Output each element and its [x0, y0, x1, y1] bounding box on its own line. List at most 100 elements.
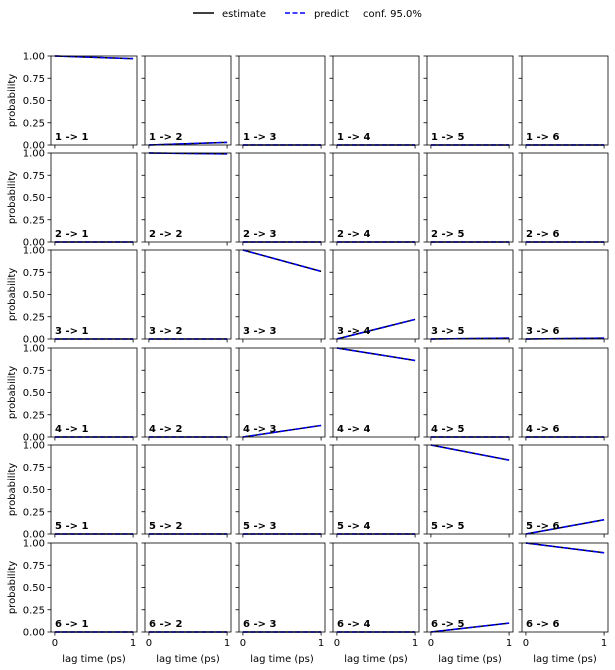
subplot-panel: 4 -> 3 — [235, 347, 326, 441]
panel-label: 6 -> 2 — [149, 619, 182, 630]
y-tick-label: 0.00 — [23, 628, 45, 639]
panel-frame — [144, 542, 232, 633]
panel-label: 4 -> 1 — [55, 424, 88, 435]
subplot-panel: 4 -> 2 — [141, 347, 232, 441]
subplot-panel: 0.00 0.25 0.50 0.75 1.00 1 -> 1 probability — [7, 52, 138, 152]
panel-frame — [238, 249, 326, 340]
legend-label: predict — [314, 9, 349, 20]
subplot-panel: 2 -> 5 — [423, 152, 514, 246]
panel-label: 4 -> 6 — [526, 424, 559, 435]
panel-frame — [238, 347, 326, 438]
y-tick-label: 0.75 — [23, 366, 45, 377]
predict-line — [148, 152, 228, 155]
panel-frame — [332, 55, 420, 146]
y-tick-label: 1.00 — [23, 149, 45, 160]
panel-label: 3 -> 1 — [55, 326, 88, 337]
y-tick-label: 1.00 — [23, 441, 45, 452]
x-tick-label: 0 — [523, 638, 529, 649]
panel-frame — [426, 444, 514, 535]
panel-frame — [426, 347, 514, 438]
panel-label: 1 -> 3 — [243, 132, 276, 143]
panel-label: 3 -> 6 — [526, 326, 559, 337]
panel-frame — [332, 542, 420, 633]
panel-label: 4 -> 5 — [431, 424, 464, 435]
panel-label: 1 -> 6 — [526, 132, 559, 143]
panel-frame — [521, 249, 609, 340]
panel-label: 6 -> 6 — [526, 619, 559, 630]
predict-line — [54, 55, 134, 60]
panel-label: 3 -> 5 — [431, 326, 464, 337]
panel-label: 6 -> 4 — [337, 619, 370, 630]
panel-label: 2 -> 1 — [55, 229, 88, 240]
subplot-panel: 0.00 0.25 0.50 0.75 1.00 0 1 6 -> 1 probability l… — [7, 539, 138, 665]
subplot-panel: 4 -> 4 — [329, 347, 420, 441]
panel-frame — [144, 444, 232, 535]
y-tick-label: 1.00 — [23, 539, 45, 550]
panel-label: 5 -> 6 — [526, 521, 559, 532]
predict-line — [525, 542, 605, 554]
panel-frame — [50, 152, 138, 243]
y-tick-label: 0.25 — [23, 410, 45, 421]
panel-frame — [144, 55, 232, 146]
y-tick-label: 0.00 — [23, 530, 45, 541]
subplot-panel: 1 -> 6 — [518, 55, 609, 149]
y-axis-label: probability — [7, 366, 18, 419]
panel-frame — [144, 152, 232, 243]
panel-frame — [521, 55, 609, 146]
panel-label: 4 -> 2 — [149, 424, 182, 435]
subplot-panel: 2 -> 6 — [518, 152, 609, 246]
predict-line — [336, 347, 416, 362]
panel-label: 6 -> 1 — [55, 619, 88, 630]
y-tick-label: 1.00 — [23, 246, 45, 257]
panel-frame — [426, 542, 514, 633]
y-tick-label: 0.75 — [23, 268, 45, 279]
subplot-panel: 1 -> 2 — [141, 55, 232, 149]
panel-frame — [144, 347, 232, 438]
panel-frame — [50, 542, 138, 633]
subplot-panel: 5 -> 6 — [518, 444, 609, 538]
subplot-panel: 1 -> 3 — [235, 55, 326, 149]
x-axis-label: lag time (ps) — [156, 654, 220, 665]
subplot-panel: 2 -> 2 — [141, 152, 232, 246]
y-tick-label: 0.25 — [23, 605, 45, 616]
legend: estimate predict conf. 95.0% — [193, 9, 422, 20]
panel-frame — [426, 152, 514, 243]
predict-line — [242, 249, 322, 273]
y-tick-label: 0.50 — [23, 96, 45, 107]
legend-label: conf. 95.0% — [363, 9, 422, 20]
subplot-panel: 5 -> 5 — [423, 444, 514, 538]
predict-line — [525, 519, 605, 535]
x-axis-label: lag time (ps) — [250, 654, 314, 665]
y-tick-label: 0.25 — [23, 507, 45, 518]
panel-label: 2 -> 4 — [337, 229, 370, 240]
x-axis-label: lag time (ps) — [62, 654, 126, 665]
y-tick-label: 0.75 — [23, 463, 45, 474]
y-tick-label: 0.25 — [23, 215, 45, 226]
x-axis-label: lag time (ps) — [344, 654, 408, 665]
subplot-panel: 2 -> 3 — [235, 152, 326, 246]
subplot-panel: 3 -> 4 — [329, 249, 420, 343]
panel-frame — [332, 347, 420, 438]
legend-entry: estimate — [193, 9, 266, 20]
subplot-panel: 0 1 6 -> 3 lag time (ps) — [235, 542, 326, 665]
predict-line — [430, 444, 510, 461]
y-tick-label: 0.25 — [23, 312, 45, 323]
panel-frame — [50, 444, 138, 535]
y-tick-label: 0.00 — [23, 433, 45, 444]
y-axis-label: probability — [7, 561, 18, 614]
panel-frame — [426, 55, 514, 146]
panel-frame — [521, 347, 609, 438]
x-tick-label: 0 — [146, 638, 152, 649]
panel-label: 3 -> 4 — [337, 326, 370, 337]
y-tick-label: 0.75 — [23, 561, 45, 572]
y-tick-label: 1.00 — [23, 52, 45, 63]
y-tick-label: 0.50 — [23, 583, 45, 594]
y-tick-label: 0.25 — [23, 118, 45, 129]
panel-label: 6 -> 3 — [243, 619, 276, 630]
subplot-panel: 0.00 0.25 0.50 0.75 1.00 5 -> 1 probability — [7, 441, 138, 541]
x-tick-label: 0 — [334, 638, 340, 649]
x-tick-label: 1 — [224, 638, 230, 649]
subplot-panel: 0.00 0.25 0.50 0.75 1.00 2 -> 1 probability — [7, 149, 138, 249]
panel-label: 3 -> 3 — [243, 326, 276, 337]
subplot-panel: 5 -> 4 — [329, 444, 420, 538]
